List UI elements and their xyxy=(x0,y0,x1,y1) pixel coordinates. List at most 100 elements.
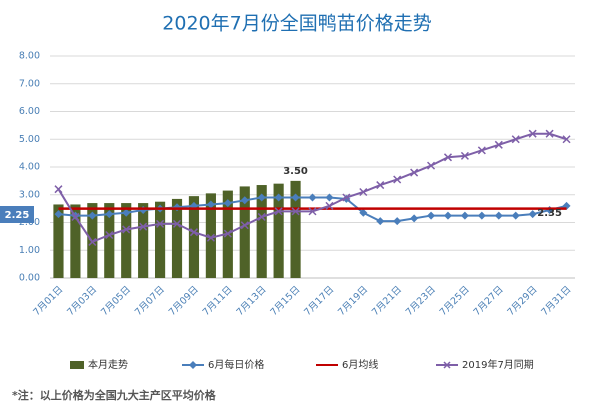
point xyxy=(477,146,486,155)
bar xyxy=(121,203,132,278)
point xyxy=(511,211,520,220)
point xyxy=(342,193,351,202)
point xyxy=(71,212,80,221)
x-tick-label: 7月01日 xyxy=(31,284,65,318)
x-tick-label: 7月07日 xyxy=(133,284,167,318)
point xyxy=(223,199,232,208)
line xyxy=(57,132,567,244)
point xyxy=(477,211,486,220)
x-tick-label: 7月25日 xyxy=(438,284,472,318)
data-label: 3.50 xyxy=(283,166,308,177)
point xyxy=(189,228,198,237)
bar xyxy=(273,183,284,278)
point xyxy=(257,193,266,202)
bar xyxy=(53,204,64,278)
point xyxy=(359,208,368,217)
x-tick-label: 7月29日 xyxy=(506,284,540,318)
point xyxy=(562,135,571,144)
point xyxy=(105,230,114,240)
point xyxy=(291,193,300,202)
point xyxy=(54,185,63,194)
point xyxy=(393,217,402,226)
y-tick-label: 3.00 xyxy=(19,189,40,200)
bar xyxy=(239,186,250,278)
point xyxy=(156,219,165,228)
point xyxy=(427,161,436,170)
y-tick-label: 7.00 xyxy=(19,78,40,89)
bar xyxy=(155,201,166,278)
bar xyxy=(256,185,267,278)
point xyxy=(122,225,131,234)
bar xyxy=(70,204,81,278)
point xyxy=(88,211,97,220)
point xyxy=(410,168,419,177)
point xyxy=(545,129,554,138)
point xyxy=(325,201,334,210)
y-tick-label: 5.00 xyxy=(19,134,40,145)
point xyxy=(308,207,317,216)
legend-label: 2019年7月同期 xyxy=(462,358,534,371)
bar xyxy=(188,196,200,278)
point xyxy=(240,221,249,230)
point xyxy=(240,196,249,205)
point xyxy=(460,211,469,220)
bar xyxy=(290,180,301,278)
bar xyxy=(138,203,149,278)
point xyxy=(410,214,419,223)
y-tick-label: 0.00 xyxy=(19,273,40,284)
annotation: 2.25 xyxy=(0,206,34,223)
x-tick-label: 7月31日 xyxy=(539,284,573,318)
x-tick-label: 7月09日 xyxy=(167,284,201,318)
point xyxy=(206,200,215,209)
legend-marker xyxy=(443,361,451,369)
point xyxy=(460,151,469,160)
point xyxy=(393,175,402,184)
footnote: *注：以上价格为全国九大主产区平均价格 xyxy=(12,388,217,402)
x-tick-label: 7月11日 xyxy=(201,284,235,318)
annotation-text: 2.35 xyxy=(537,208,562,219)
x-tick-label: 7月03日 xyxy=(65,284,99,318)
y-tick-label: 1.00 xyxy=(19,245,40,256)
y-tick-label: 4.00 xyxy=(19,162,40,173)
x-tick-label: 7月23日 xyxy=(404,284,438,318)
point xyxy=(376,217,385,226)
point xyxy=(54,210,63,219)
legend-label: 6月均线 xyxy=(342,358,378,371)
x-tick-label: 7月05日 xyxy=(99,284,133,318)
point xyxy=(223,229,232,238)
point xyxy=(494,140,503,149)
point xyxy=(511,135,520,144)
point xyxy=(122,208,131,217)
point xyxy=(308,193,317,202)
point xyxy=(172,219,182,228)
point xyxy=(443,153,453,162)
point xyxy=(105,210,114,219)
legend-swatch xyxy=(70,361,84,369)
bar xyxy=(171,198,183,278)
point xyxy=(274,207,283,216)
point xyxy=(528,129,537,138)
point xyxy=(359,187,368,197)
point xyxy=(427,211,436,220)
bar xyxy=(104,203,115,278)
point xyxy=(325,193,334,202)
point xyxy=(257,212,266,221)
y-tick-label: 6.00 xyxy=(19,106,40,117)
point xyxy=(291,207,300,216)
x-tick-label: 7月15日 xyxy=(268,284,302,318)
point xyxy=(494,211,503,220)
x-tick-label: 7月13日 xyxy=(235,284,269,318)
annotation-text: 2.25 xyxy=(5,210,30,221)
point xyxy=(139,222,148,231)
x-tick-label: 7月19日 xyxy=(336,284,370,318)
legend-marker xyxy=(189,361,197,369)
legend-label: 本月走势 xyxy=(88,358,128,371)
point xyxy=(88,237,97,246)
point xyxy=(528,210,537,219)
bar xyxy=(205,193,216,278)
annotation-box xyxy=(0,206,34,223)
point xyxy=(274,193,283,202)
point xyxy=(443,211,452,220)
chart-title: 2020年7月份全国鸭苗价格走势 xyxy=(162,13,431,35)
